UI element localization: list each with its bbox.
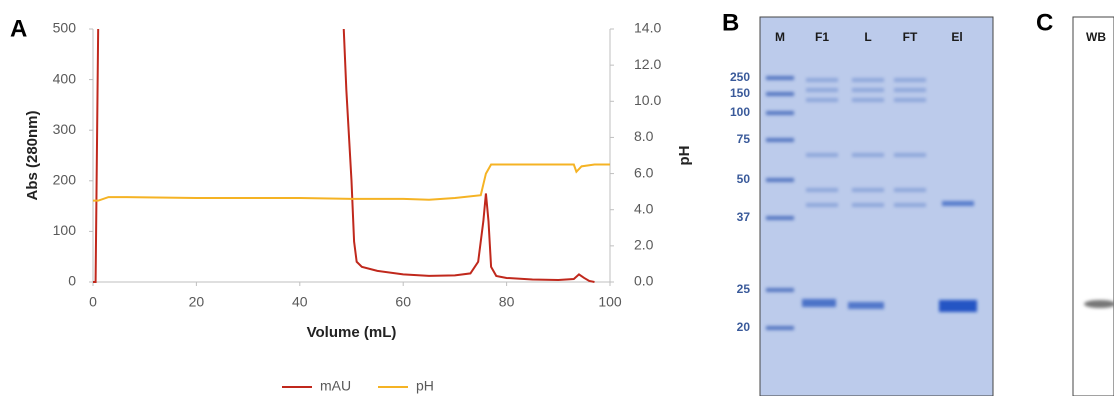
sample-band xyxy=(806,203,838,207)
sample-band xyxy=(894,78,926,82)
y2-tick-label: 6.0 xyxy=(634,164,654,180)
mw-label: 100 xyxy=(730,105,750,119)
y-axis-title: Abs (280nm) xyxy=(24,110,41,200)
sample-band xyxy=(939,300,977,312)
y2-tick-label: 12.0 xyxy=(634,56,661,72)
sample-band xyxy=(806,153,838,157)
y2-tick-label: 2.0 xyxy=(634,237,654,253)
figure: A B C 01002003004005000.02.04.06.08.010.… xyxy=(0,0,1114,396)
sample-band xyxy=(894,203,926,207)
lane-label: L xyxy=(864,30,871,44)
sample-band xyxy=(852,203,884,207)
y2-tick-label: 8.0 xyxy=(634,128,654,144)
y-tick-label: 200 xyxy=(53,172,77,188)
x-tick-label: 40 xyxy=(292,294,308,310)
sample-band xyxy=(894,153,926,157)
legend-label: mAU xyxy=(320,378,351,394)
lane-label: F1 xyxy=(815,30,829,44)
panel-label: A xyxy=(10,15,27,42)
sample-band xyxy=(894,88,926,92)
sample-band xyxy=(806,88,838,92)
marker-band xyxy=(766,138,794,142)
sample-band xyxy=(894,98,926,102)
mw-label: 75 xyxy=(737,132,751,146)
x-tick-label: 0 xyxy=(89,294,97,310)
y-tick-label: 500 xyxy=(53,20,77,36)
marker-band xyxy=(766,178,794,182)
x-tick-label: 100 xyxy=(598,294,622,310)
marker-band xyxy=(766,288,794,292)
y-tick-label: 400 xyxy=(53,70,77,86)
sample-band xyxy=(852,88,884,92)
y2-axis-title: pH xyxy=(676,146,693,166)
marker-band xyxy=(766,216,794,220)
y2-tick-label: 0.0 xyxy=(634,273,654,289)
chart: 01002003004005000.02.04.06.08.010.012.01… xyxy=(24,20,693,394)
y2-tick-label: 14.0 xyxy=(634,20,661,36)
x-tick-label: 60 xyxy=(395,294,411,310)
y2-tick-label: 4.0 xyxy=(634,200,654,216)
y-tick-label: 0 xyxy=(68,273,76,289)
lane-label: M xyxy=(775,30,785,44)
marker-band xyxy=(766,76,794,80)
mw-label: 20 xyxy=(737,320,751,334)
y-tick-label: 100 xyxy=(53,222,77,238)
marker-band xyxy=(766,326,794,330)
blot-label: WB xyxy=(1086,30,1106,44)
sample-band xyxy=(894,188,926,192)
mw-label: 50 xyxy=(737,172,751,186)
marker-band xyxy=(766,92,794,96)
sample-band xyxy=(806,188,838,192)
sample-band xyxy=(806,78,838,82)
y-tick-label: 300 xyxy=(53,121,77,137)
lane-label: FT xyxy=(903,30,918,44)
x-axis-title: Volume (mL) xyxy=(307,324,397,341)
sample-band xyxy=(806,98,838,102)
sample-band xyxy=(852,78,884,82)
data-line xyxy=(93,29,594,282)
mw-label: 25 xyxy=(737,282,751,296)
mw-label: 150 xyxy=(730,86,750,100)
legend-label: pH xyxy=(416,378,434,394)
sample-band xyxy=(848,302,884,309)
mw-label: 250 xyxy=(730,70,750,84)
panel-label: C xyxy=(1036,9,1053,36)
marker-band xyxy=(766,111,794,115)
sample-band xyxy=(852,188,884,192)
lane-label: El xyxy=(951,30,962,44)
sample-band xyxy=(852,98,884,102)
sample-band xyxy=(802,299,836,307)
mw-label: 37 xyxy=(737,210,751,224)
x-tick-label: 20 xyxy=(189,294,205,310)
y2-tick-label: 10.0 xyxy=(634,92,661,108)
panel-label: B xyxy=(722,9,739,36)
x-tick-label: 80 xyxy=(499,294,515,310)
blot xyxy=(1073,17,1114,396)
sample-band xyxy=(852,153,884,157)
sample-band xyxy=(942,201,974,206)
